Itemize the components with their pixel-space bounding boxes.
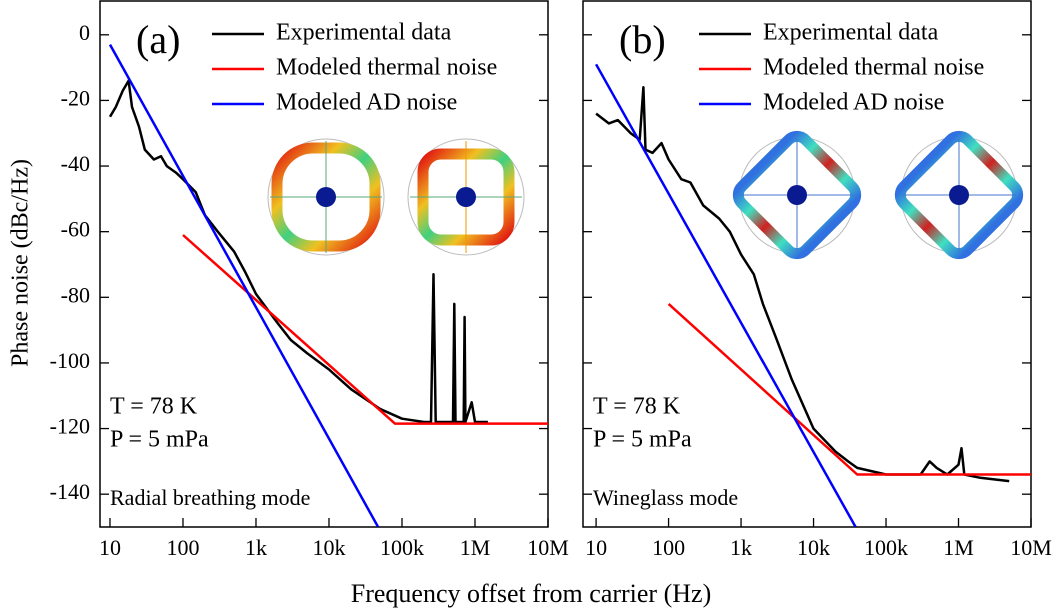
legend-label: Modeled AD noise	[763, 90, 944, 116]
data-line	[596, 64, 856, 527]
x-axis-label: Frequency offset from carrier (Hz)	[351, 579, 711, 608]
x-tick-label: 10k	[797, 535, 830, 560]
x-tick-label: 100	[652, 535, 685, 560]
y-tick-label: 0	[79, 20, 90, 45]
x-tick-label: 100k	[380, 535, 424, 560]
x-tick-label: 10	[585, 535, 607, 560]
annotation: T = 78 K	[593, 394, 681, 420]
x-tick-label: 10M	[527, 535, 569, 560]
data-line	[110, 45, 378, 527]
y-axis-label: Phase noise (dBc/Hz)	[8, 159, 34, 367]
y-tick-label: -40	[61, 151, 90, 176]
inset	[268, 139, 524, 255]
panel-label: (a)	[136, 17, 180, 62]
y-tick-label: -60	[61, 217, 90, 242]
data-line	[669, 304, 1031, 475]
x-tick-label: 1M	[460, 535, 491, 560]
annotation: P = 5 mPa	[110, 427, 209, 453]
legend-label: Modeled AD noise	[276, 90, 457, 116]
y-tick-label: -20	[61, 85, 90, 110]
legend-label: Experimental data	[763, 20, 939, 46]
y-tick-label: -100	[50, 348, 90, 373]
legend-label: Modeled thermal noise	[763, 55, 984, 81]
x-tick-label: 10M	[1010, 535, 1052, 560]
legend-label: Experimental data	[276, 20, 452, 46]
x-tick-label: 100	[166, 535, 199, 560]
annotation: P = 5 mPa	[593, 427, 692, 453]
figure: Phase noise (dBc/Hz) Frequency offset fr…	[0, 0, 1063, 614]
y-tick-label: -140	[50, 479, 90, 504]
y-tick-label: -120	[50, 414, 90, 439]
x-tick-label: 10	[99, 535, 121, 560]
y-tick-label: -80	[61, 282, 90, 307]
x-tick-label: 100k	[864, 535, 908, 560]
x-tick-label: 1k	[730, 535, 752, 560]
panel-label: (b)	[619, 17, 666, 62]
legend-label: Modeled thermal noise	[276, 55, 497, 81]
data-line	[110, 81, 488, 422]
data-line	[183, 235, 548, 424]
x-tick-label: 1M	[943, 535, 974, 560]
annotation: T = 78 K	[110, 394, 198, 420]
annotation: Wineglass mode	[593, 485, 738, 510]
inset	[733, 131, 1022, 258]
x-tick-label: 1k	[245, 535, 267, 560]
annotation: Radial breathing mode	[110, 485, 310, 510]
x-tick-label: 10k	[312, 535, 345, 560]
